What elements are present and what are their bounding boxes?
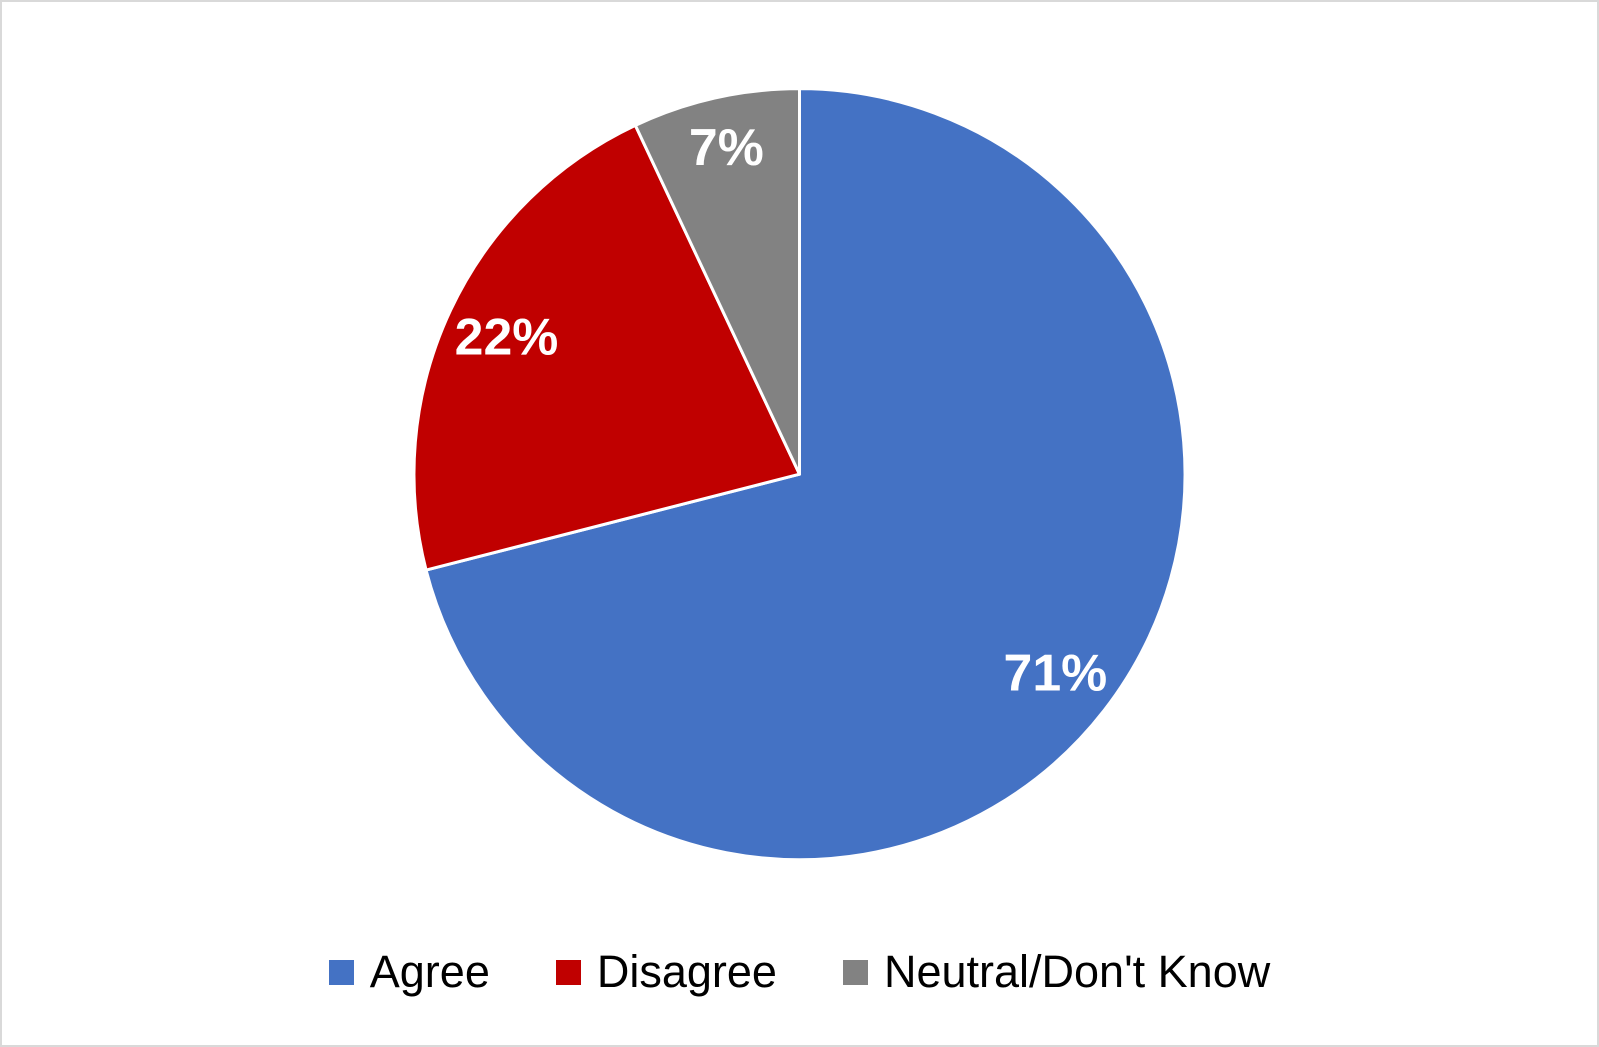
- data-label-disagree: 22%: [455, 307, 559, 365]
- pie-slice-neutral-dont-know: [633, 87, 801, 476]
- legend-marker-disagree: [555, 959, 581, 985]
- legend-marker-neutral-dont-know: [842, 959, 868, 985]
- legend-label-neutral-dont-know: Neutral/Don't Know: [883, 946, 1271, 997]
- legend-item-neutral-dont-know: Neutral/Don't Know: [842, 944, 1271, 1000]
- pie-data-labels: 71% 22% 7%: [455, 118, 1108, 702]
- pie-slices: [412, 87, 1187, 862]
- legend-item-disagree: Disagree: [555, 944, 777, 1000]
- legend: Agree Disagree Neutral/Don't Know: [2, 944, 1597, 1000]
- legend-item-agree: Agree: [328, 944, 490, 1000]
- pie-slice-disagree: [412, 123, 801, 572]
- pie-slice-agree: [424, 87, 1187, 862]
- data-label-agree: 71%: [1004, 644, 1108, 702]
- legend-label-agree: Agree: [369, 946, 490, 997]
- legend-label-disagree: Disagree: [596, 946, 777, 997]
- data-label-neutral-dont-know: 7%: [689, 118, 764, 176]
- legend-marker-agree: [328, 959, 354, 985]
